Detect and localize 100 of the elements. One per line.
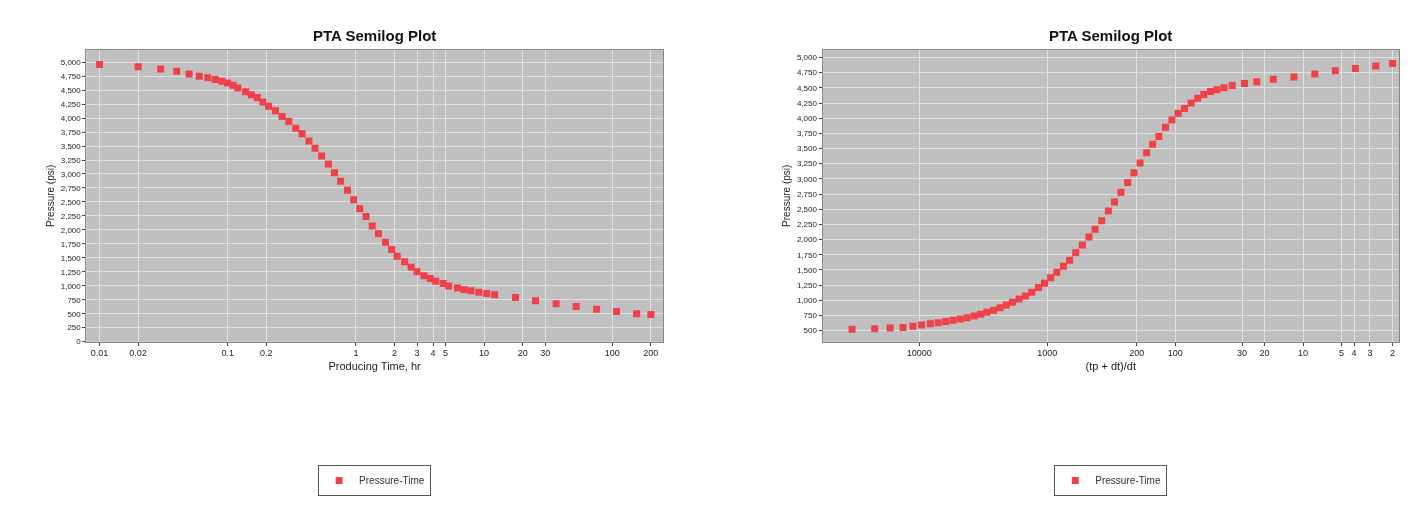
y-tick-label: 1,000 [60, 281, 82, 291]
point [292, 124, 300, 132]
x-tick-label: 1000 [1037, 348, 1058, 359]
y-tick-label: 3,250 [796, 159, 818, 169]
point [453, 284, 461, 292]
x-tick-label: 10 [479, 348, 490, 359]
y-tick-label: 3,250 [60, 155, 82, 165]
point [445, 282, 453, 290]
x-tick-label: 0.02 [129, 348, 147, 359]
y-tick-label: 2,500 [60, 197, 82, 207]
point [195, 72, 203, 80]
point [407, 263, 415, 271]
y-tick-label: 2,750 [60, 183, 82, 193]
point [305, 137, 313, 145]
point [393, 252, 401, 260]
y-tick-label: 2,000 [796, 235, 818, 245]
x-tick-label: 200 [643, 348, 659, 359]
point [311, 144, 319, 152]
y-tick-label: 1,250 [60, 267, 82, 277]
legend-label: Pressure-Time [359, 475, 425, 487]
y-tick-label: 1,500 [60, 253, 82, 263]
point [350, 196, 358, 204]
x-tick-label: 5 [1339, 348, 1345, 359]
y-tick-label: 1,750 [60, 239, 82, 249]
x-tick-label: 3 [414, 348, 420, 359]
point [259, 98, 267, 106]
point [272, 107, 279, 115]
point [278, 112, 286, 120]
x-axis-title: Producing Time, hr [328, 359, 422, 372]
y-tick-label: 5,000 [796, 53, 818, 63]
x-tick-label: 4 [430, 348, 436, 359]
x-tick-label: 5 [442, 348, 448, 359]
y-tick-label: 1,250 [796, 280, 818, 290]
y-tick-label: 1,500 [796, 265, 818, 275]
y-tick-label: 2,250 [796, 220, 818, 230]
x-tick-label: 4 [1351, 348, 1357, 359]
y-tick-label: 2,000 [60, 225, 82, 235]
point [401, 258, 409, 266]
y-tick-label: 2,500 [796, 204, 818, 214]
y-tick-label: 0 [76, 337, 82, 347]
y-tick-label: 3,000 [796, 174, 818, 184]
y-tick-label: 3,750 [60, 127, 82, 137]
x-tick-label: 100 [1167, 348, 1183, 359]
y-tick-label: 750 [67, 295, 82, 305]
y-axis-title: Pressure (psi) [44, 164, 56, 227]
y-tick-label: 500 [803, 326, 818, 336]
y-tick-label: 1,000 [796, 296, 818, 305]
point [298, 130, 306, 138]
y-tick-label: 4,750 [60, 71, 82, 81]
point [330, 169, 338, 177]
point [362, 212, 370, 220]
point [374, 230, 382, 238]
point [344, 186, 351, 194]
chart-title: PTA Semilog Plot [313, 27, 437, 44]
x-tick-label: 1 [353, 348, 359, 359]
point [420, 272, 428, 280]
y-tick-label: 4,500 [60, 85, 82, 95]
y-tick-label: 4,500 [796, 83, 818, 93]
point [337, 177, 345, 185]
point [381, 238, 389, 246]
y-tick-label: 4,000 [796, 113, 818, 123]
point [234, 84, 242, 92]
point [324, 160, 332, 168]
x-tick-label: 100 [604, 348, 620, 359]
y-tick-label: 3,000 [60, 169, 82, 179]
chart-title: PTA Semilog Plot [1049, 27, 1173, 44]
x-tick-label: 20 [517, 348, 528, 359]
x-tick-label: 30 [1237, 348, 1248, 359]
point [467, 287, 475, 295]
y-tick-label: 250 [67, 323, 82, 333]
y-tick-label: 5,000 [60, 58, 82, 68]
y-axis-title: Pressure (psi) [780, 164, 792, 227]
y-tick-label: 2,250 [60, 211, 82, 221]
y-tick-label: 4,250 [60, 99, 82, 109]
x-tick-label: 20 [1259, 348, 1270, 359]
x-tick-label: 0.2 [260, 348, 273, 359]
x-tick-label: 30 [540, 348, 551, 359]
x-tick-label: 0.01 [90, 348, 109, 359]
point [247, 91, 255, 99]
point [285, 117, 293, 125]
point [264, 102, 272, 110]
point [242, 88, 250, 96]
y-tick-label: 4,000 [60, 113, 82, 123]
x-tick-label: 3 [1367, 348, 1373, 359]
y-tick-label: 3,750 [796, 129, 818, 139]
point [413, 268, 421, 276]
y-tick-label: 3,500 [60, 141, 82, 151]
point [368, 222, 376, 230]
point [318, 152, 326, 160]
x-tick-label: 200 [1129, 348, 1145, 359]
y-tick-label: 750 [803, 311, 818, 321]
y-tick-label: 1,750 [796, 250, 818, 260]
y-tick-label: 4,250 [796, 98, 818, 108]
y-tick-label: 3,500 [796, 144, 818, 154]
y-tick-label: 500 [67, 309, 82, 319]
x-tick-label: 10 [1298, 348, 1309, 359]
x-tick-label: 2 [1390, 348, 1396, 359]
y-tick-label: 2,750 [796, 189, 818, 199]
x-axis-title: (tp + dt)/dt [1085, 359, 1137, 372]
point [356, 205, 364, 213]
